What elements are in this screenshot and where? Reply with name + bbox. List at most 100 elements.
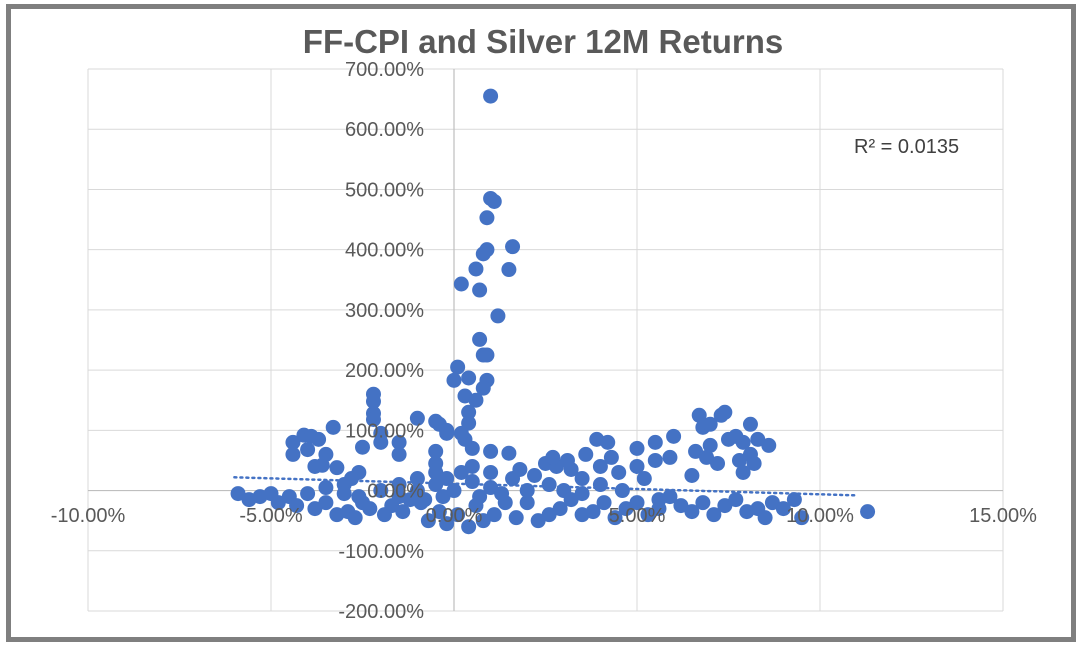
data-point bbox=[629, 458, 645, 474]
data-point bbox=[786, 492, 802, 508]
data-point bbox=[574, 486, 590, 502]
data-point bbox=[600, 434, 616, 450]
data-point bbox=[764, 495, 780, 511]
data-point bbox=[662, 489, 678, 505]
data-point bbox=[713, 407, 729, 423]
y-tick-label: 400.00% bbox=[345, 240, 424, 262]
data-point bbox=[475, 513, 491, 529]
data-point bbox=[519, 483, 535, 499]
data-point bbox=[446, 372, 462, 388]
data-point bbox=[453, 425, 469, 441]
data-point bbox=[347, 510, 363, 526]
data-point bbox=[450, 507, 466, 523]
y-tick-label: 600.00% bbox=[345, 119, 424, 141]
data-point bbox=[479, 210, 495, 226]
data-point bbox=[684, 504, 700, 520]
data-point bbox=[450, 359, 466, 375]
data-point bbox=[603, 449, 619, 465]
data-point bbox=[428, 477, 444, 493]
data-point bbox=[439, 516, 455, 532]
data-point bbox=[702, 416, 718, 432]
data-point bbox=[742, 416, 758, 432]
data-point bbox=[710, 455, 726, 471]
data-point bbox=[519, 495, 535, 511]
data-point bbox=[391, 446, 407, 462]
data-point bbox=[490, 308, 506, 324]
data-point bbox=[285, 446, 301, 462]
data-point bbox=[629, 440, 645, 456]
x-tick-label: 0.00% bbox=[426, 505, 483, 527]
data-point bbox=[483, 464, 499, 480]
y-tick-label: 500.00% bbox=[345, 179, 424, 201]
tick-labels: -200.00%-100.00%0.00%100.00%200.00%300.0… bbox=[51, 59, 1037, 623]
data-point bbox=[530, 513, 546, 529]
data-point bbox=[746, 455, 762, 471]
chart-title: FF-CPI and Silver 12M Returns bbox=[303, 23, 783, 60]
data-point bbox=[662, 449, 678, 465]
data-point bbox=[735, 464, 751, 480]
data-point bbox=[508, 510, 524, 526]
data-point bbox=[468, 261, 484, 277]
data-point bbox=[794, 510, 810, 526]
data-point bbox=[285, 434, 301, 450]
data-point bbox=[483, 480, 499, 496]
data-point bbox=[435, 489, 451, 505]
data-point bbox=[559, 452, 575, 468]
data-point bbox=[688, 443, 704, 459]
x-tick-label: 5.00% bbox=[609, 505, 666, 527]
y-tick-label: 300.00% bbox=[345, 300, 424, 322]
data-point bbox=[472, 331, 488, 347]
data-point bbox=[230, 486, 246, 502]
data-points bbox=[230, 88, 876, 535]
data-point bbox=[611, 464, 627, 480]
data-point bbox=[409, 471, 425, 487]
data-point bbox=[318, 480, 334, 496]
data-point bbox=[750, 431, 766, 447]
data-point bbox=[563, 492, 579, 508]
data-point bbox=[695, 495, 711, 511]
data-point bbox=[607, 510, 623, 526]
data-point bbox=[336, 486, 352, 502]
data-point bbox=[453, 276, 469, 292]
data-point bbox=[318, 495, 334, 511]
data-point bbox=[486, 507, 502, 523]
y-tick-label: 200.00% bbox=[345, 360, 424, 382]
data-point bbox=[461, 519, 477, 535]
data-point bbox=[362, 501, 378, 517]
data-point bbox=[728, 428, 744, 444]
data-point bbox=[289, 498, 305, 514]
data-point bbox=[409, 410, 425, 426]
data-point bbox=[468, 392, 484, 408]
data-point bbox=[640, 507, 656, 523]
data-point bbox=[464, 474, 480, 490]
data-point bbox=[461, 370, 477, 386]
data-point bbox=[300, 442, 316, 458]
data-point bbox=[505, 239, 521, 255]
data-point bbox=[373, 425, 389, 441]
y-tick-label: 0.00% bbox=[367, 481, 424, 503]
data-point bbox=[717, 498, 733, 514]
data-point bbox=[684, 468, 700, 483]
data-point bbox=[574, 471, 590, 487]
data-point bbox=[420, 513, 436, 529]
data-point bbox=[373, 483, 389, 499]
data-point bbox=[651, 501, 667, 517]
data-point bbox=[428, 443, 444, 459]
data-point bbox=[431, 504, 447, 520]
data-point bbox=[303, 428, 319, 444]
chart-frame: FF-CPI and Silver 12M Returns -200.00% -1… bbox=[6, 4, 1076, 642]
data-point bbox=[860, 504, 876, 520]
data-point bbox=[270, 495, 286, 511]
data-point bbox=[391, 477, 407, 493]
data-point bbox=[731, 452, 747, 468]
data-point bbox=[636, 471, 652, 487]
data-point bbox=[453, 464, 469, 480]
data-point bbox=[614, 483, 630, 499]
data-point bbox=[329, 460, 345, 476]
x-tick-label: 15.00% bbox=[969, 505, 1037, 527]
data-point bbox=[699, 449, 715, 465]
data-point bbox=[629, 495, 645, 511]
data-point bbox=[541, 507, 557, 523]
data-point bbox=[468, 498, 484, 514]
data-point bbox=[483, 443, 499, 459]
